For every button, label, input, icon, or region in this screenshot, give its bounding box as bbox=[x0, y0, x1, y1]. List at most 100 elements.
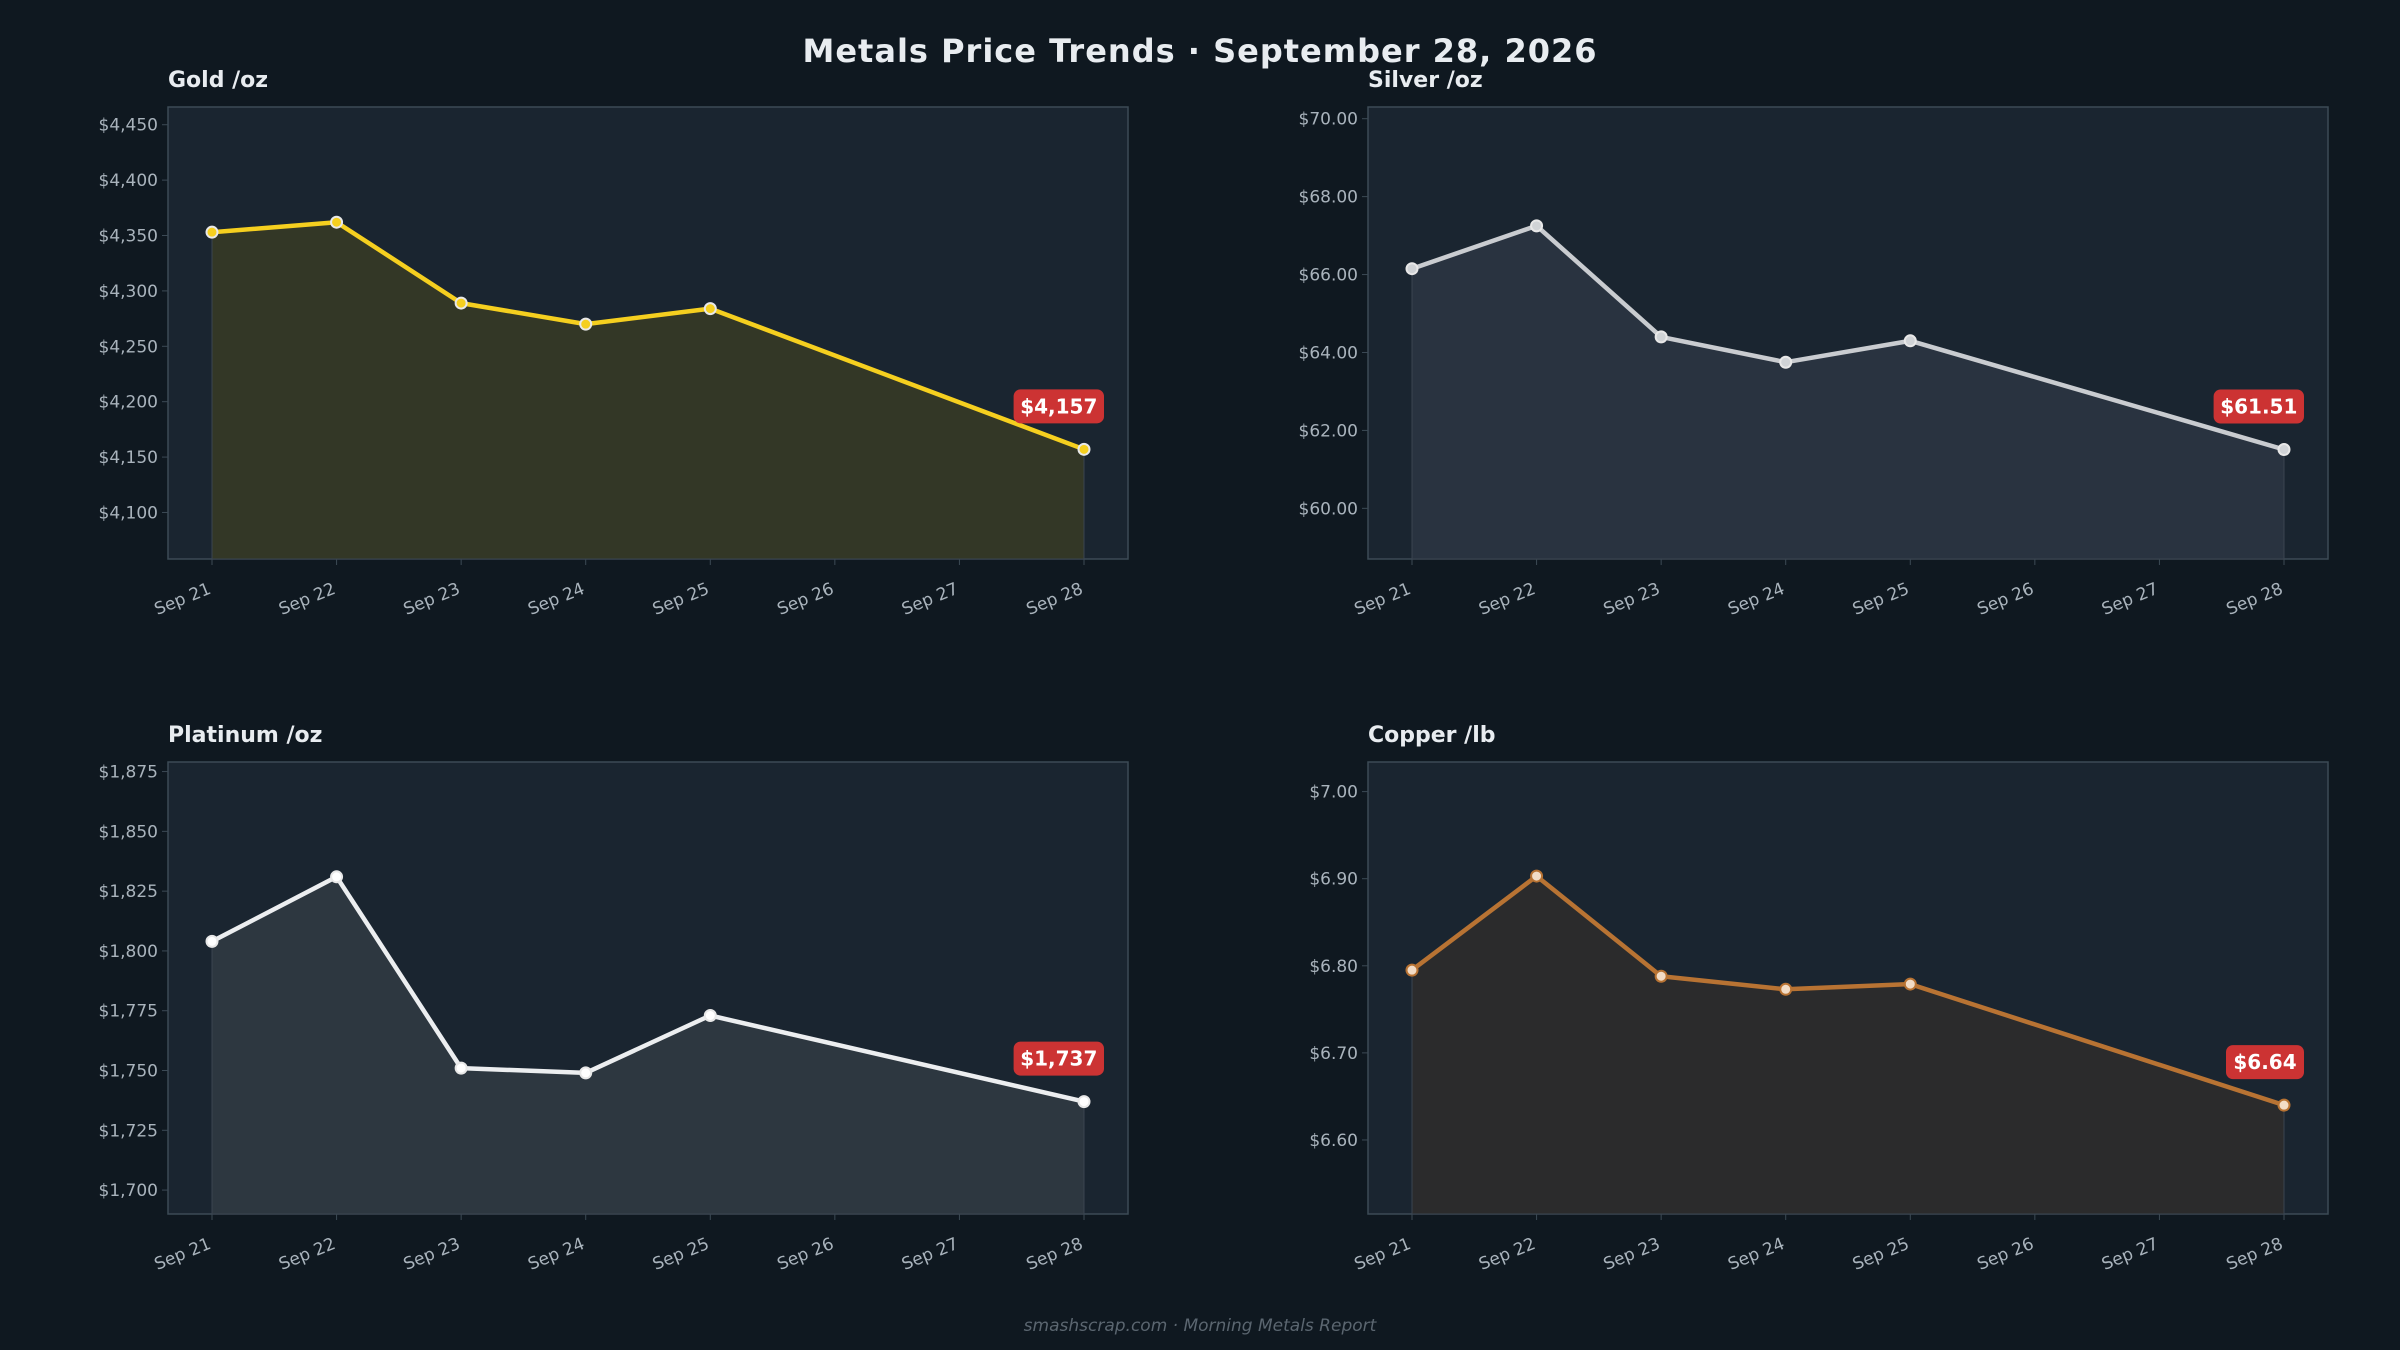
copper-data-point bbox=[1779, 982, 1793, 996]
silver-data-point bbox=[1779, 355, 1793, 369]
silver-chart-title: Silver /oz bbox=[1368, 68, 1483, 93]
footer-credit: smashscrap.com · Morning Metals Report bbox=[1023, 1316, 1377, 1336]
copper-y-tick-label: $6.80 bbox=[1309, 957, 1358, 977]
copper-data-point bbox=[1405, 963, 1419, 977]
gold-x-tick-label: Sep 22 bbox=[276, 579, 338, 620]
silver-x-tick-label: Sep 28 bbox=[2224, 579, 2286, 620]
platinum-data-point bbox=[330, 870, 344, 884]
platinum-series-line bbox=[209, 874, 1087, 1104]
silver-y-tick-label: $70.00 bbox=[1299, 110, 1358, 130]
copper-y-tick-label: $7.00 bbox=[1309, 783, 1358, 803]
copper-y-tick-label: $6.90 bbox=[1309, 870, 1358, 890]
silver-x-tick-label: Sep 25 bbox=[1850, 579, 1912, 620]
copper-x-tick-label: Sep 23 bbox=[1601, 1234, 1663, 1275]
platinum-y-tick-label: $1,800 bbox=[99, 942, 158, 962]
silver-y-tick-label: $64.00 bbox=[1299, 343, 1358, 363]
silver-y-tick-label: $68.00 bbox=[1299, 188, 1358, 208]
silver-x-tick-label: Sep 27 bbox=[2099, 579, 2161, 620]
copper-x-tick-label: Sep 26 bbox=[1974, 1234, 2036, 1275]
copper-data-point bbox=[1530, 869, 1544, 883]
copper-x-tick-label: Sep 21 bbox=[1352, 1234, 1414, 1275]
gold-x-tick-label: Sep 25 bbox=[650, 579, 712, 620]
silver-y-tick-label: $66.00 bbox=[1299, 266, 1358, 286]
gold-x-tick-label: Sep 28 bbox=[1024, 579, 1086, 620]
gold-x-tick-label: Sep 24 bbox=[525, 579, 587, 620]
copper-x-tick-label: Sep 25 bbox=[1850, 1234, 1912, 1275]
gold-series-line bbox=[209, 219, 1087, 452]
silver-chart: Silver /oz $60.00 $62.00 $64.00 $66.00 $68.00… bbox=[1299, 68, 2329, 620]
gold-y-tick-label: $4,250 bbox=[99, 337, 158, 357]
gold-y-tick-label: $4,200 bbox=[99, 393, 158, 413]
gold-y-tick-label: $4,300 bbox=[99, 282, 158, 302]
copper-y-tick-label: $6.60 bbox=[1309, 1131, 1358, 1151]
copper-x-tick-label: Sep 27 bbox=[2099, 1234, 2161, 1275]
copper-y-tick-label: $6.70 bbox=[1309, 1044, 1358, 1064]
gold-x-tick-label: Sep 27 bbox=[899, 579, 961, 620]
platinum-x-tick-label: Sep 24 bbox=[525, 1234, 587, 1275]
platinum-y-tick-label: $1,825 bbox=[99, 882, 158, 902]
silver-x-tick-label: Sep 26 bbox=[1974, 579, 2036, 620]
gold-chart-title: Gold /oz bbox=[168, 68, 268, 93]
platinum-x-tick-label: Sep 25 bbox=[650, 1234, 712, 1275]
silver-y-tick-label: $62.00 bbox=[1299, 421, 1358, 441]
copper-x-tick-label: Sep 22 bbox=[1476, 1234, 1538, 1275]
platinum-x-tick-label: Sep 22 bbox=[276, 1234, 338, 1275]
gold-data-point bbox=[703, 302, 717, 316]
platinum-last-value-badge bbox=[1013, 1041, 1104, 1076]
platinum-chart-title: Platinum /oz bbox=[168, 723, 322, 748]
platinum-last-value-label: $1,737 bbox=[1020, 1047, 1097, 1071]
gold-x-tick-label: Sep 23 bbox=[401, 579, 463, 620]
platinum-x-tick-label: Sep 27 bbox=[899, 1234, 961, 1275]
silver-x-tick-label: Sep 24 bbox=[1725, 579, 1787, 620]
gold-y-tick-label: $4,450 bbox=[99, 116, 158, 136]
silver-x-tick-label: Sep 23 bbox=[1601, 579, 1663, 620]
silver-data-point bbox=[1654, 330, 1668, 344]
silver-data-point bbox=[1903, 334, 1917, 348]
silver-data-point bbox=[1530, 219, 1544, 233]
gold-chart: Gold /oz $4,100 $4,150 $4,200 $4,250 $4,300 $4… bbox=[99, 68, 1129, 620]
silver-data-point bbox=[2277, 443, 2291, 457]
platinum-data-point bbox=[454, 1061, 468, 1075]
gold-data-point bbox=[205, 225, 219, 239]
silver-last-value-label: $61.51 bbox=[2220, 395, 2297, 419]
platinum-y-tick-label: $1,700 bbox=[99, 1181, 158, 1201]
platinum-y-tick-label: $1,750 bbox=[99, 1062, 158, 1082]
silver-x-tick-label: Sep 21 bbox=[1352, 579, 1414, 620]
platinum-data-point bbox=[205, 934, 219, 948]
gold-last-value-label: $4,157 bbox=[1020, 394, 1097, 418]
silver-x-tick-label: Sep 22 bbox=[1476, 579, 1538, 620]
copper-chart: Copper /lb $6.60 $6.70 $6.80 $6.90 $7.00 Sep 2… bbox=[1309, 723, 2329, 1275]
gold-y-tick-label: $4,150 bbox=[99, 448, 158, 468]
platinum-y-tick-label: $1,725 bbox=[99, 1121, 158, 1141]
gold-x-tick-label: Sep 21 bbox=[152, 579, 214, 620]
silver-y-tick-label: $60.00 bbox=[1299, 499, 1358, 519]
platinum-data-point bbox=[703, 1009, 717, 1023]
copper-last-value-badge bbox=[2226, 1045, 2304, 1080]
copper-x-tick-label: Sep 28 bbox=[2224, 1234, 2286, 1275]
gold-data-point bbox=[579, 317, 593, 331]
platinum-y-tick-label: $1,850 bbox=[99, 822, 158, 842]
copper-data-point bbox=[1903, 977, 1917, 991]
copper-data-point bbox=[2277, 1098, 2291, 1112]
page-title: Metals Price Trends · September 28, 2026 bbox=[802, 32, 1598, 70]
platinum-data-point bbox=[579, 1066, 593, 1080]
gold-y-tick-label: $4,350 bbox=[99, 227, 158, 247]
gold-data-point bbox=[1077, 442, 1091, 456]
platinum-y-tick-label: $1,875 bbox=[99, 763, 158, 783]
gold-x-tick-label: Sep 26 bbox=[774, 579, 836, 620]
copper-data-point bbox=[1654, 969, 1668, 983]
platinum-y-tick-label: $1,775 bbox=[99, 1002, 158, 1022]
silver-series-line bbox=[1409, 223, 2287, 452]
platinum-x-tick-label: Sep 23 bbox=[401, 1234, 463, 1275]
gold-last-value-badge bbox=[1013, 389, 1104, 424]
gold-y-tick-label: $4,100 bbox=[99, 503, 158, 523]
platinum-data-point bbox=[1077, 1095, 1091, 1109]
gold-data-point bbox=[454, 296, 468, 310]
gold-data-point bbox=[330, 215, 344, 229]
silver-last-value-badge bbox=[2213, 389, 2304, 424]
platinum-x-tick-label: Sep 21 bbox=[152, 1234, 214, 1275]
platinum-x-tick-label: Sep 28 bbox=[1024, 1234, 1086, 1275]
copper-chart-title: Copper /lb bbox=[1368, 723, 1496, 748]
